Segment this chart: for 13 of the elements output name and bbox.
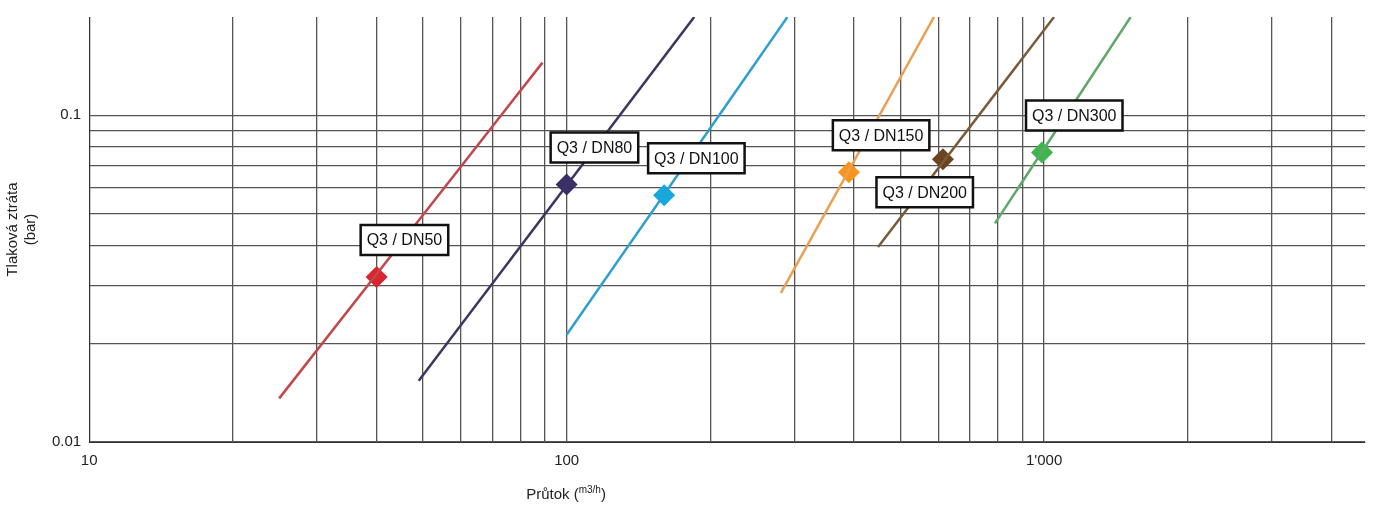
annotation: Q3 / DN50	[366, 231, 443, 249]
annotation: Q3 / DN200	[882, 183, 968, 201]
x-tick-label: 100	[554, 451, 580, 469]
annotation: Q3 / DN300	[1032, 106, 1117, 124]
y-axis-title: Tlaková ztráta (bar)	[3, 181, 39, 277]
y-tick-label: 0.01	[51, 432, 82, 450]
x-axis-title: Průtok ($^{m3/h}$)	[525, 484, 607, 502]
annotation: Q3 / DN100	[654, 149, 739, 167]
annotation: Q3 / DN80	[556, 138, 633, 156]
x-tick-label: 1'000	[1025, 451, 1063, 469]
annotation: Q3 / DN150	[838, 126, 924, 144]
y-tick-label: 0.1	[60, 105, 82, 123]
x-tick-label: 10	[80, 451, 98, 469]
